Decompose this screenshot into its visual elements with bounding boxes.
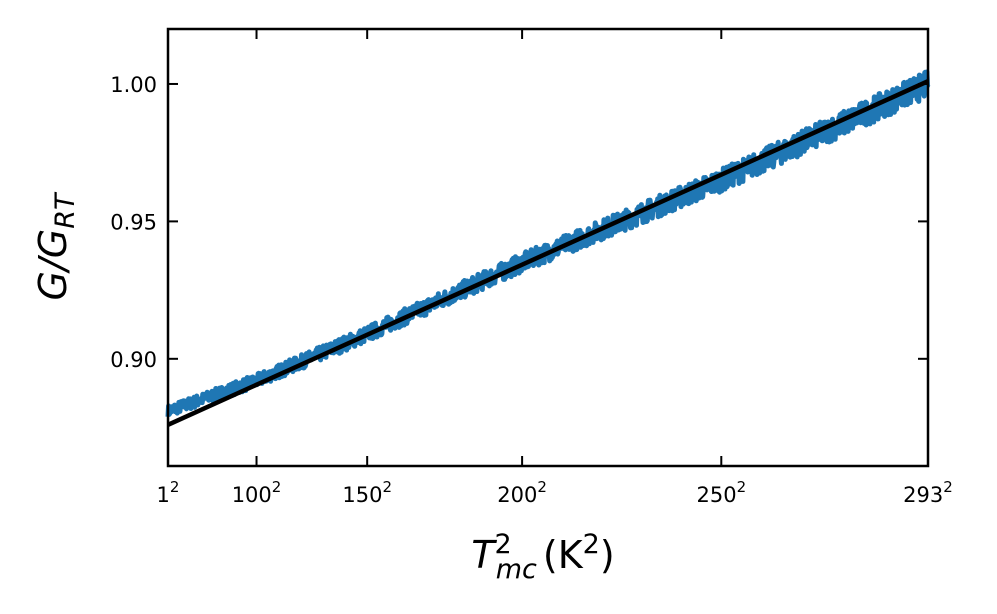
- y-tick-label: 0.95: [110, 210, 157, 234]
- series-fit-line: [167, 79, 929, 427]
- y-axis-label: G/GRT: [31, 191, 81, 300]
- x-axis-label: T2 mc (K2): [471, 529, 614, 585]
- x-tick-label: 2932: [903, 478, 953, 507]
- x-tick-label: 1002: [232, 478, 282, 507]
- x-tick-label: 12: [157, 478, 180, 507]
- series-measured: [165, 69, 931, 417]
- svg-text:G/GRT: G/GRT: [31, 191, 81, 300]
- x-tick-label: 1502: [342, 478, 392, 507]
- y-tick-label: 0.90: [110, 348, 157, 372]
- plot-marks: [165, 69, 931, 427]
- x-tick-label: 2002: [497, 478, 547, 507]
- plot-frame: [166, 27, 930, 468]
- y-tick-label: 1.00: [110, 73, 157, 97]
- ticks: 12 1002 1502 2002 2502 2932 0.90 0.95 1.00: [110, 29, 953, 507]
- x-tick-label: 2502: [696, 478, 746, 507]
